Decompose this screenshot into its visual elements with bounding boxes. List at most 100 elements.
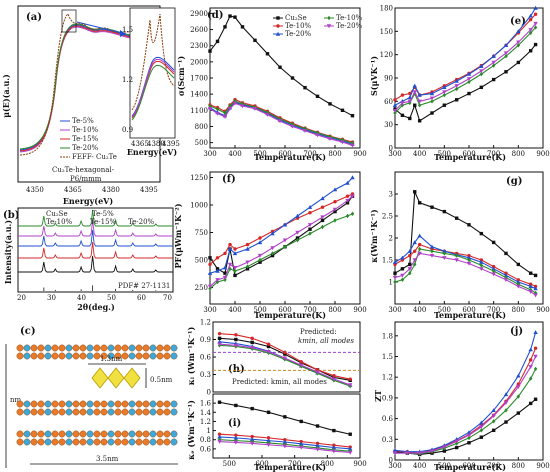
panel-a-inset-curve: [131, 58, 175, 118]
data-point: [278, 65, 282, 69]
panel-e: (e) S(μVK⁻¹) Temperature(K) 300 400 500 600…: [369, 5, 550, 163]
atom: [51, 344, 59, 352]
atom: [44, 344, 52, 352]
data-point: [393, 279, 397, 285]
data-point: [332, 443, 336, 447]
data-point: [417, 451, 422, 456]
data-point: [454, 216, 459, 220]
y-tick-label: 1.2: [200, 418, 211, 426]
atom: [149, 408, 157, 416]
data-point: [215, 268, 220, 273]
data-point: [227, 106, 233, 111]
atom: [37, 408, 45, 416]
data-point: [491, 266, 496, 271]
y-tick-label: 500: [195, 139, 208, 147]
data-point: [295, 230, 300, 235]
series-line: [394, 44, 537, 122]
data-point: [217, 336, 222, 341]
data-point: [340, 108, 345, 113]
data-point: [331, 377, 337, 382]
panel-c-dim-label: 0.5nm: [150, 376, 173, 384]
x-tick-label: 800: [328, 150, 341, 158]
x-tick-label: 700: [487, 150, 500, 158]
panel-b-legend-item: Te-5%: [92, 210, 114, 218]
data-point: [207, 271, 213, 275]
data-point: [282, 439, 288, 444]
panel-j-label: (j): [510, 326, 523, 337]
data-point: [290, 124, 295, 129]
atom: [37, 438, 45, 446]
x-tick-label: 600: [278, 306, 291, 314]
atom: [16, 430, 24, 438]
atom: [107, 430, 115, 438]
atom: [37, 430, 45, 438]
data-point: [503, 51, 509, 56]
data-point: [454, 86, 459, 92]
panel-d-legend: Cu₂Se Te-10% Te-10% Te-20% Te-20%: [285, 14, 363, 38]
data-point: [528, 13, 533, 18]
series-line: [209, 213, 353, 290]
data-point: [533, 273, 538, 278]
data-point: [295, 238, 300, 243]
data-point: [232, 251, 238, 256]
atom: [72, 438, 80, 446]
data-point: [348, 446, 353, 451]
atom: [170, 430, 178, 438]
data-point: [412, 90, 417, 95]
panel-a-inset-curve: [131, 64, 175, 121]
atom: [86, 400, 94, 408]
data-point: [217, 400, 222, 404]
data-point: [466, 430, 472, 435]
atom: [128, 352, 136, 360]
atom: [93, 400, 101, 408]
atom: [121, 430, 129, 438]
x-tick-label: 700: [487, 306, 500, 314]
atom: [58, 430, 66, 438]
data-point: [392, 108, 398, 113]
data-point: [533, 346, 538, 350]
panel-b-legend-item: Te-15%: [90, 218, 117, 226]
data-point: [266, 438, 271, 443]
data-point: [503, 278, 509, 282]
x-tick-label: 300: [203, 150, 216, 158]
series-line: [209, 195, 353, 287]
xrd-pattern: [18, 219, 173, 237]
data-point: [217, 432, 222, 436]
data-point: [417, 233, 422, 238]
panel-f: (f) PF(μWm⁻¹K⁻²) Temperature(K) 300 400 50…: [173, 171, 367, 320]
data-point: [282, 356, 288, 361]
panel-c-dim-label: 3.5nm: [96, 455, 119, 463]
data-point: [400, 277, 405, 282]
atom: [79, 408, 87, 416]
data-point: [223, 271, 227, 275]
xrd-pattern: [18, 241, 173, 259]
data-point: [208, 256, 212, 260]
data-point: [533, 25, 538, 30]
data-point: [528, 358, 533, 362]
panel-a-legend: Te-5% Te-10% Te-15% Te-20% FEFF- Cu₂Te: [60, 117, 117, 161]
data-point: [282, 444, 288, 449]
atom: [121, 400, 129, 408]
panel-a-label: (a): [26, 12, 42, 23]
panel-a-legend-item: Te-5%: [72, 117, 94, 125]
panel-c-label: (c): [20, 326, 36, 337]
data-point: [417, 201, 422, 205]
y-tick-label: 0.3: [200, 371, 211, 379]
y-tick-label: 0.3: [382, 436, 393, 444]
data-point: [528, 289, 533, 294]
data-point: [392, 260, 398, 264]
panel-d-ylabel: σ(Scm⁻¹): [176, 56, 186, 97]
data-point: [491, 60, 496, 65]
data-point: [320, 218, 325, 223]
atom: [100, 408, 108, 416]
y-tick-label: 3: [389, 191, 393, 199]
data-point: [266, 410, 271, 414]
y-tick-label: 60: [384, 98, 393, 106]
atom: [30, 430, 38, 438]
data-point: [442, 256, 447, 260]
data-point: [393, 110, 397, 116]
atom: [142, 344, 150, 352]
atom: [156, 344, 164, 352]
y-tick-label: 0.9: [382, 394, 393, 402]
y-tick-label: 0: [389, 145, 393, 153]
